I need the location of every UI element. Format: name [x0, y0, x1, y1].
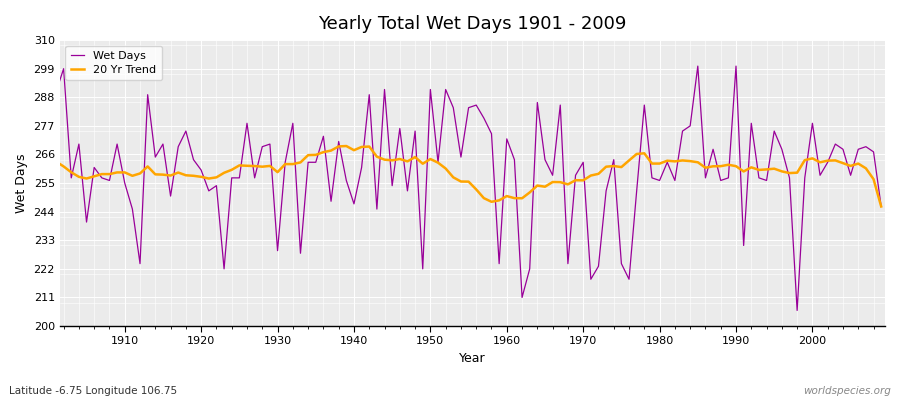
- Text: Latitude -6.75 Longitude 106.75: Latitude -6.75 Longitude 106.75: [9, 386, 177, 396]
- Wet Days: [280, 160, 291, 165]
- Wet Days: [501, 136, 512, 141]
- Wet Days: [326, 199, 337, 204]
- Wet Days: [50, 90, 61, 94]
- 20 Yr Trend: [600, 164, 611, 169]
- 20 Yr Trend: [509, 196, 520, 200]
- 20 Yr Trend: [501, 194, 512, 198]
- Wet Days: [593, 264, 604, 269]
- Wet Days: [792, 308, 803, 313]
- X-axis label: Year: Year: [459, 352, 486, 365]
- Y-axis label: Wet Days: Wet Days: [15, 153, 28, 213]
- Wet Days: [876, 204, 886, 209]
- 20 Yr Trend: [326, 148, 337, 153]
- Wet Days: [112, 142, 122, 146]
- Text: worldspecies.org: worldspecies.org: [803, 386, 891, 396]
- 20 Yr Trend: [50, 159, 61, 164]
- Wet Days: [494, 261, 505, 266]
- Line: 20 Yr Trend: 20 Yr Trend: [56, 146, 881, 206]
- Title: Yearly Total Wet Days 1901 - 2009: Yearly Total Wet Days 1901 - 2009: [319, 15, 626, 33]
- 20 Yr Trend: [280, 162, 291, 166]
- 20 Yr Trend: [112, 170, 122, 175]
- 20 Yr Trend: [876, 204, 886, 209]
- Wet Days: [692, 64, 703, 68]
- Line: Wet Days: Wet Days: [56, 66, 881, 310]
- 20 Yr Trend: [341, 144, 352, 148]
- Legend: Wet Days, 20 Yr Trend: Wet Days, 20 Yr Trend: [66, 46, 162, 80]
